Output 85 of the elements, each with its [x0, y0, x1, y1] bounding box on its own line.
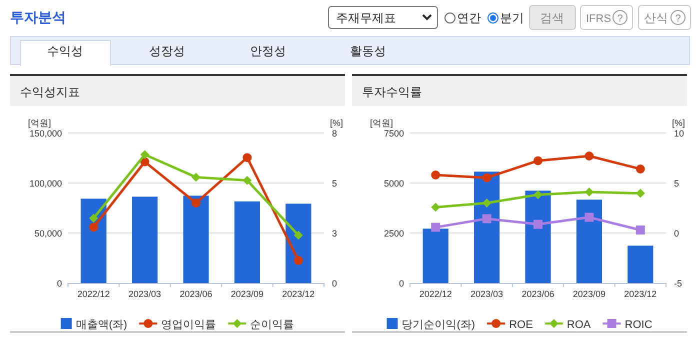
x-tick-label: 2023/06 — [522, 289, 554, 299]
x-tick-label: 2023/03 — [128, 289, 162, 299]
y2-tick-label: 3 — [332, 228, 338, 238]
text: 수익성 — [47, 44, 83, 58]
y-tick-label: 150,000 — [29, 128, 62, 138]
text: 주재무제표 — [336, 11, 396, 25]
text: ? — [675, 14, 682, 24]
point — [636, 164, 645, 174]
chart-title: 수익성지표 — [20, 85, 80, 99]
bar — [422, 228, 448, 283]
text: 연간 — [457, 11, 481, 25]
y-tick-label: 100,000 — [29, 178, 62, 188]
x-tick-label: 2023/03 — [470, 289, 504, 299]
point — [534, 220, 542, 229]
point — [584, 212, 594, 222]
bar — [286, 204, 312, 283]
text: 활동성 — [350, 44, 386, 58]
point — [431, 202, 440, 212]
legend-label: 당기순이익(좌) — [402, 319, 476, 331]
y2-tick-label: -5 — [674, 278, 682, 288]
point — [140, 150, 150, 160]
bar — [132, 196, 158, 283]
point — [89, 222, 98, 232]
chart-title: 투자수익률 — [362, 85, 422, 99]
y-tick-label: 0 — [398, 278, 404, 288]
bar — [576, 200, 602, 283]
x-tick-label: 2023/12 — [624, 289, 657, 299]
y2-tick-label: 5 — [674, 178, 680, 188]
y-tick-label: 50,000 — [34, 228, 62, 238]
bar — [628, 246, 654, 283]
y-axis-title: [억원] — [28, 118, 52, 128]
y2-tick-label: 5 — [332, 178, 338, 188]
bar — [183, 196, 209, 283]
point — [431, 170, 440, 180]
point — [482, 214, 492, 224]
point — [242, 176, 252, 185]
point — [636, 188, 645, 198]
y2-axis-title: [%] — [330, 118, 344, 128]
text: ? — [617, 14, 624, 24]
legend-label: ROA — [566, 319, 592, 331]
text: 검색 — [540, 11, 564, 25]
text: 분기 — [500, 11, 524, 25]
legend-label: 순이익률 — [250, 319, 294, 331]
point — [294, 230, 303, 240]
y2-tick-label: 0 — [332, 278, 338, 288]
legend-label: ROE — [509, 319, 533, 331]
x-tick-label: 2023/06 — [180, 289, 212, 299]
text: 안정성 — [250, 44, 286, 58]
point — [584, 188, 594, 196]
bar — [525, 190, 551, 283]
point — [534, 156, 542, 166]
legend-label: ROIC — [624, 319, 652, 331]
y2-tick-label: 8 — [332, 128, 338, 138]
point — [534, 190, 542, 200]
text: 산식 — [644, 11, 668, 25]
text: 성장성 — [149, 44, 185, 58]
y-tick-label: 2500 — [384, 228, 404, 238]
x-tick-label: 2022/12 — [77, 289, 110, 299]
legend-label: 매출액(좌) — [76, 319, 128, 331]
y2-axis-title: [%] — [672, 118, 686, 128]
y2-tick-label: 10 — [674, 128, 684, 138]
point — [192, 198, 200, 208]
x-tick-label: 2023/12 — [282, 289, 315, 299]
point — [636, 226, 645, 234]
x-tick-label: 2022/12 — [419, 289, 452, 299]
point — [584, 152, 594, 160]
text: 투자분석 — [10, 9, 66, 25]
y2-tick-label: 0 — [674, 228, 680, 238]
bar — [80, 198, 106, 283]
point — [192, 172, 200, 182]
y-axis-title: [억원] — [370, 118, 394, 128]
point — [431, 222, 440, 232]
y-tick-label: 5000 — [384, 178, 404, 188]
y-tick-label: 7500 — [384, 128, 404, 138]
legend-label: 영업이익률 — [161, 319, 216, 331]
point — [482, 173, 492, 182]
bar — [234, 201, 260, 283]
point — [89, 214, 98, 223]
point — [242, 153, 252, 162]
x-tick-label: 2023/09 — [572, 289, 606, 299]
y-tick-label: 0 — [56, 278, 62, 288]
text: IFRS — [586, 13, 612, 25]
x-tick-label: 2023/09 — [230, 289, 264, 299]
point — [294, 256, 303, 265]
point — [482, 198, 492, 208]
